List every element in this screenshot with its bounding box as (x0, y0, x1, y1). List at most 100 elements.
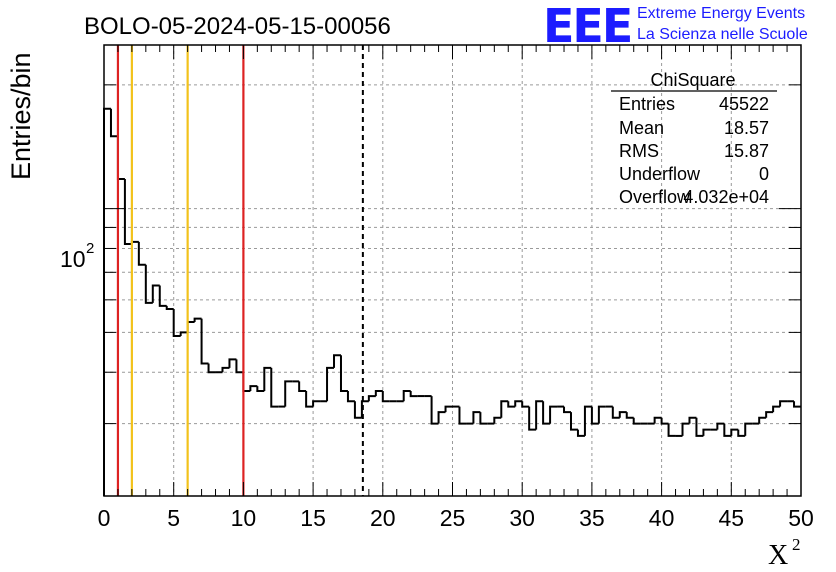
histogram-bin (235, 359, 244, 374)
histogram-bin (528, 406, 537, 431)
histogram-bin (249, 385, 258, 392)
histogram-bin (284, 380, 293, 407)
histogram-bin (507, 401, 516, 408)
histogram-bin (758, 416, 767, 424)
stats-label-rms: RMS (619, 141, 659, 161)
x-tick-label: 40 (649, 505, 675, 531)
histogram-bin (583, 405, 592, 436)
histogram-bin (353, 401, 362, 419)
x-axis-label-sup: 2 (792, 535, 801, 554)
stats-value-mean: 18.57 (724, 118, 769, 138)
y-axis-label: Entries/bin (6, 52, 36, 180)
x-tick-label: 20 (370, 505, 396, 531)
histogram-bin (228, 358, 237, 368)
histogram-bin (793, 401, 801, 408)
histogram-bin (137, 241, 146, 266)
histogram-bin (625, 412, 634, 419)
histogram-bin (660, 417, 669, 425)
stats-value-entries: 45522 (719, 94, 769, 114)
x-axis-label: X 2 (768, 535, 801, 571)
histogram-bin (193, 317, 202, 322)
histogram-bin (109, 108, 118, 138)
histogram-bin (144, 264, 153, 304)
histogram-bin (493, 416, 502, 424)
x-tick-label: 15 (300, 505, 326, 531)
histogram-bin (158, 285, 167, 307)
histogram-bin (730, 428, 739, 436)
y-tick-label-base: 10 (60, 246, 86, 272)
histogram-bin (444, 405, 453, 413)
chart-title: BOLO-05-2024-05-15-00056 (84, 13, 391, 40)
histogram-bin (200, 318, 209, 365)
histogram-bin (179, 331, 188, 336)
x-tick-label: 5 (167, 505, 180, 531)
histogram-bin (103, 107, 111, 496)
plot-frame (103, 44, 802, 497)
stats-rows: Entries 45522 Mean 18.57 RMS 15.87 Under… (619, 94, 769, 207)
histogram-bin (381, 391, 390, 403)
stats-box: ChiSquare Entries 45522 Mean 18.57 RMS 1… (611, 70, 777, 207)
histogram-bin (458, 406, 467, 425)
histogram-bin (263, 366, 272, 392)
stats-label-underflow: Underflow (619, 164, 701, 184)
histogram-bin (576, 429, 585, 437)
histogram-bin (437, 411, 446, 424)
x-tick-label: 30 (509, 505, 535, 531)
histogram-bin (521, 401, 530, 408)
logo-line-1: Extreme Energy Events (637, 5, 805, 22)
histogram-bin (681, 422, 690, 436)
histogram-bin (632, 417, 641, 425)
histogram-bin (744, 422, 753, 436)
histogram-bin (653, 416, 662, 424)
histogram-bin (367, 395, 376, 402)
histogram-bin (270, 367, 279, 408)
axis-ticks: 0 5 10 15 20 25 30 35 40 45 50 (98, 45, 814, 531)
histogram-bin (360, 400, 369, 418)
stats-label-mean: Mean (619, 118, 664, 138)
stats-value-rms: 15.87 (724, 141, 769, 161)
histogram-bin (723, 423, 732, 437)
histogram-bin (500, 400, 509, 418)
histogram-bin (172, 308, 181, 337)
x-axis-label-base: X (768, 540, 788, 571)
x-tick-label: 45 (719, 505, 745, 531)
histogram-bin (569, 412, 578, 431)
histogram-bin (472, 411, 481, 424)
histogram-bin (611, 406, 620, 419)
histogram-bin (207, 363, 216, 374)
histogram-bin (151, 284, 160, 303)
stats-value-underflow: 0 (759, 164, 769, 184)
x-tick-label: 50 (788, 505, 814, 531)
histogram-bin (597, 405, 606, 424)
stats-value-overflow: 4.032e+04 (683, 187, 769, 207)
histogram-bin (695, 417, 704, 437)
histogram-bin (374, 390, 383, 397)
histogram-bin (409, 391, 418, 398)
histogram-bin (346, 391, 355, 403)
x-tick-label: 25 (440, 505, 466, 531)
stats-label-overflow: Overflow (619, 187, 691, 207)
histogram-bin (430, 396, 439, 425)
histogram-bin (123, 179, 132, 246)
eee-logo: EEE (543, 0, 631, 53)
x-tick-label: 0 (98, 505, 111, 531)
histogram-bin (549, 405, 558, 424)
histogram-bin (590, 406, 599, 425)
y-tick-label-exp: 2 (86, 240, 94, 257)
threshold-lines (116, 45, 364, 496)
x-tick-label: 35 (579, 505, 605, 531)
histogram-bin (667, 423, 676, 437)
logo-line-2: La Scienza nelle Scuole (637, 26, 808, 43)
histogram-bin (339, 355, 348, 393)
y-tick-label: 10 2 (60, 240, 94, 272)
histogram-bin (221, 366, 230, 373)
histogram-bin (333, 354, 341, 368)
histogram-bin (779, 400, 788, 407)
histogram-bin (165, 305, 174, 310)
histogram-bin (535, 400, 544, 430)
histogram-bin (542, 401, 551, 425)
histogram-bin (563, 406, 571, 414)
histogram-bin (256, 386, 265, 393)
stats-title: ChiSquare (650, 70, 735, 90)
